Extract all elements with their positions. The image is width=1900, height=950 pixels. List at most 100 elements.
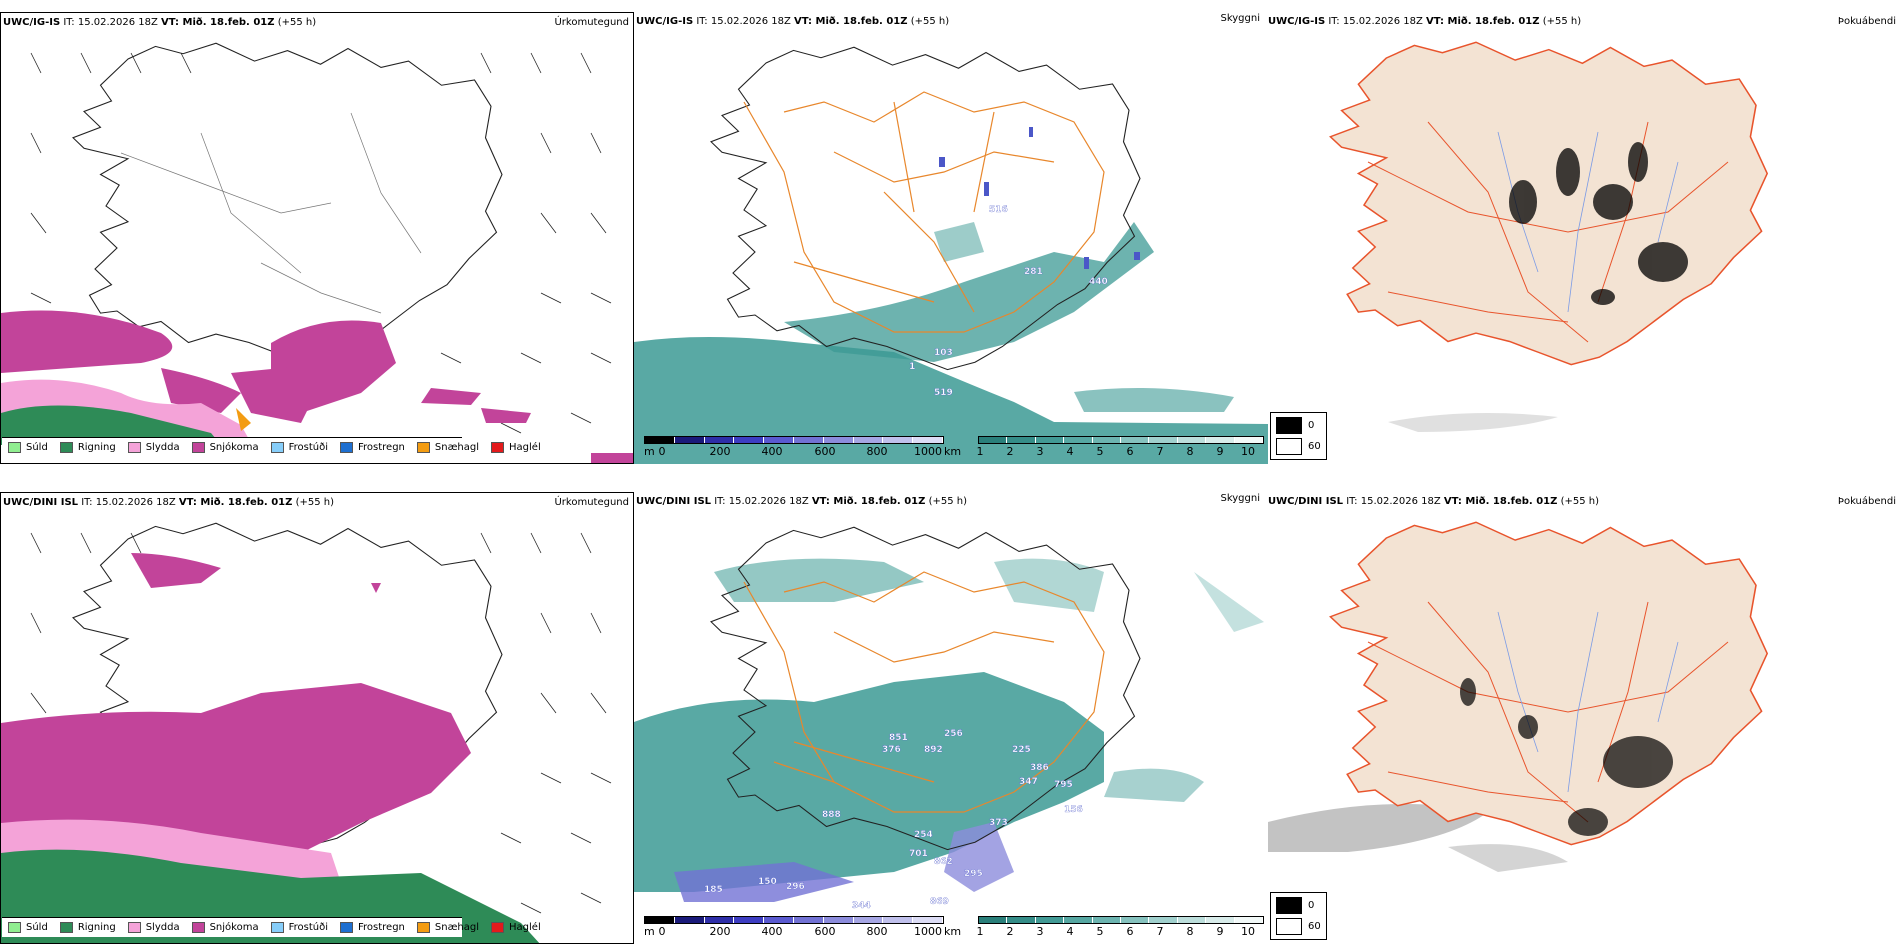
legend-item: Súld [8, 442, 48, 453]
visibility-scale: km 1 2 3 4 5 6 7 8 9 10 [944, 436, 1264, 458]
scale-tick: 2 [1006, 925, 1014, 938]
map-value-label: 281 [1024, 267, 1043, 277]
map-value-label: 386 [1030, 763, 1049, 773]
legend-item: Frostregn [340, 922, 405, 933]
panel-title: Úrkomutegund [554, 497, 629, 508]
visibility-panel-bottom: 851 376 892 256 225 386 347 795 156 888 … [634, 492, 1268, 944]
visibility-colorbar [978, 436, 1264, 444]
scale-tick: 800 [866, 925, 888, 938]
panel-title: Þokuábendi [1837, 496, 1896, 507]
map-value-label: 150 [758, 877, 777, 887]
legend-item: Haglél [491, 922, 541, 933]
scale-tick: 9 [1216, 445, 1224, 458]
legend-swatch [59, 922, 73, 933]
scale-tick: 4 [1066, 925, 1074, 938]
legend-swatch [59, 442, 73, 453]
legend-item: Frostregn [340, 442, 405, 453]
legend-swatch [416, 922, 430, 933]
scale-tick: 7 [1156, 445, 1164, 458]
panel-title: Úrkomutegund [554, 17, 629, 28]
scale-tick: 7 [1156, 925, 1164, 938]
legend-item: Slydda [127, 922, 180, 933]
scale-tick: 10 [1241, 445, 1255, 458]
legend-item: Haglél [491, 442, 541, 453]
header: UWC/IG-IS IT: 15.02.2026 18Z VT: Mið. 18… [3, 17, 317, 28]
scale-tick: 1000 [914, 925, 942, 938]
scale-tick: 8 [1186, 925, 1194, 938]
legend-item: Frostúði [270, 922, 328, 933]
ceiling-scale: m 0 200 400 600 800 1000 [644, 436, 944, 458]
ceiling-colorbar [644, 916, 944, 924]
scale-tick: 1 [976, 925, 984, 938]
visibility-map: 103 281 516 440 519 1 [634, 46, 1268, 464]
header: UWC/IG-IS IT: 15.02.2026 18Z VT: Mið. 18… [636, 16, 950, 27]
scale-tick: 0 [658, 445, 666, 458]
legend-item: Rigning [59, 442, 116, 453]
precip-map [1, 522, 612, 943]
visibility-panel-top: 103 281 516 440 519 1 UWC/IG-IS IT: 15.0… [634, 12, 1268, 464]
scale-tick: 1000 [914, 445, 942, 458]
scale-unit: km [944, 925, 962, 938]
map-value-label: 256 [944, 729, 963, 739]
legend-swatch [491, 442, 505, 453]
map-value-label: 295 [964, 869, 983, 879]
map-value-label: 296 [786, 882, 805, 892]
legend-item: Rigning [59, 922, 116, 933]
scale-tick: 600 [814, 925, 836, 938]
fog-legend: 0 60 [1270, 412, 1327, 460]
scale-tick: 10 [1241, 925, 1255, 938]
legend-swatch [270, 922, 284, 933]
ceiling-colorbar [644, 436, 944, 444]
map-value-label: 440 [1089, 277, 1108, 287]
scale-tick: 1 [976, 445, 984, 458]
fog-map [1268, 521, 1768, 872]
ceiling-scale: m 0 200 400 600 800 1000 [644, 916, 944, 938]
scale-tick: 3 [1036, 925, 1044, 938]
precip-panel-bottom: UWC/DINI ISL IT: 15.02.2026 18Z VT: Mið.… [0, 492, 634, 944]
map-value-label: 519 [934, 388, 953, 398]
scale-tick: 2 [1006, 445, 1014, 458]
legend-swatch [127, 442, 141, 453]
map-value-label: 1 [909, 362, 915, 372]
scale-tick: 800 [866, 445, 888, 458]
map-value-label: 795 [1054, 780, 1073, 790]
fog-legend-item: 0 [1276, 417, 1321, 434]
map-value-label: 862 [934, 857, 953, 867]
legend-item: Snjókoma [191, 442, 259, 453]
scale-unit: m [644, 445, 655, 458]
precip-map [1, 42, 633, 463]
map-value-label: 103 [934, 348, 953, 358]
scale-tick: 4 [1066, 445, 1074, 458]
fog-panel-top: UWC/IG-IS IT: 15.02.2026 18Z VT: Mið. 18… [1268, 12, 1900, 464]
map-value-label: 225 [1012, 745, 1031, 755]
scale-unit: m [644, 925, 655, 938]
map-value-label: 701 [909, 849, 928, 859]
map-value-label: 347 [1019, 777, 1038, 787]
legend-swatch [416, 442, 430, 453]
scale-tick: 6 [1126, 445, 1134, 458]
legend-swatch [8, 442, 21, 453]
panel-title: Skyggni [1220, 493, 1260, 504]
legend-swatch [340, 922, 353, 933]
map-value-label: 851 [889, 733, 908, 743]
legend-swatch [340, 442, 353, 453]
fog-map [1329, 41, 1768, 432]
panel-title: Skyggni [1220, 13, 1260, 24]
scale-tick: 6 [1126, 925, 1134, 938]
scale-tick: 5 [1096, 925, 1104, 938]
scale-tick: 9 [1216, 925, 1224, 938]
precip-panel-top: UWC/IG-IS IT: 15.02.2026 18Z VT: Mið. 18… [0, 12, 634, 464]
fog-legend-item: 0 [1276, 897, 1321, 914]
visibility-map: 851 376 892 256 225 386 347 795 156 888 … [634, 526, 1264, 911]
scale-tick: 8 [1186, 445, 1194, 458]
scale-tick: 400 [761, 925, 783, 938]
legend-item: Frostúði [270, 442, 328, 453]
panel-title: Þokuábendi [1837, 16, 1896, 27]
scale-tick: 400 [761, 445, 783, 458]
legend-item: Snjókoma [191, 922, 259, 933]
map-value-label: 156 [1064, 805, 1083, 815]
legend-item: Snæhagl [416, 922, 479, 933]
map-value-label: 888 [822, 810, 841, 820]
scale-unit: km [944, 445, 962, 458]
precip-legend: Súld Rigning Slydda Snjókoma Frostúði Fr… [2, 917, 541, 937]
